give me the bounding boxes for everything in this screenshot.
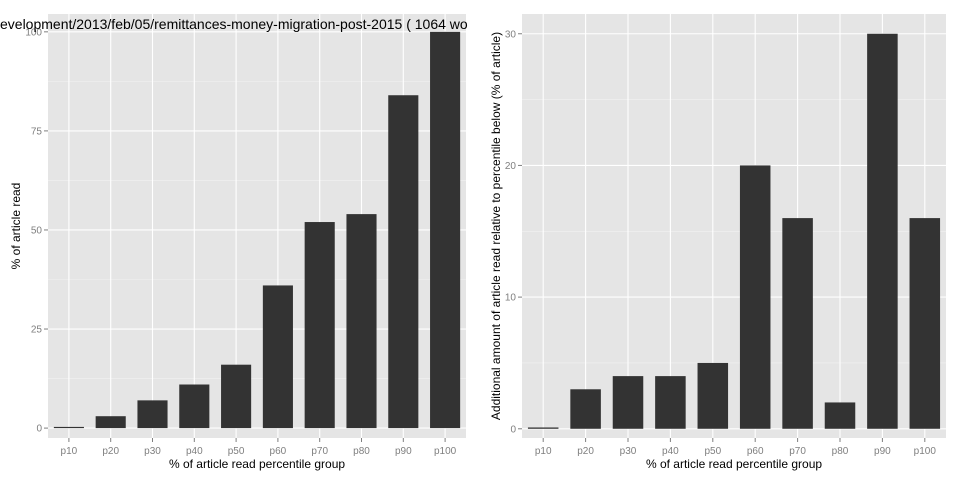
y-tick-label: 0 [510, 424, 516, 435]
bar-p100 [909, 218, 941, 429]
x-tick-label: p80 [832, 446, 849, 457]
x-tick-label: p50 [704, 446, 721, 457]
x-tick-label: p10 [535, 446, 552, 457]
x-tick-label: p10 [61, 446, 78, 457]
bar-p20 [570, 389, 601, 429]
x-tick-label: p60 [270, 446, 287, 457]
y-tick-label: 0 [36, 424, 42, 435]
x-tick-label: p60 [747, 446, 764, 457]
bar-p80 [824, 402, 856, 429]
bar-p30 [137, 400, 168, 429]
y-tick-label: 20 [505, 161, 517, 172]
chart-panel-1: 0 25 50 75 100 p10 p20 p30 p40 p50 p60 p70 p80 p90 p10… [0, 14, 468, 471]
x-axis-title: % of article read percentile group [646, 457, 822, 471]
bar-p10 [527, 427, 559, 429]
x-tick-label: p90 [395, 446, 412, 457]
y-tick-label: 100 [25, 27, 42, 38]
x-tick-label: p20 [577, 446, 594, 457]
x-tick-label: p30 [144, 446, 161, 457]
bar-p90 [867, 33, 898, 429]
bar-p20 [95, 416, 126, 429]
x-tick-label: p100 [914, 446, 937, 457]
y-tick-label: 25 [31, 325, 43, 336]
x-tick-label: p20 [102, 446, 119, 457]
x-tick-label: p90 [874, 446, 891, 457]
chart-panel-2: 0 10 20 30 p10 p20 p30 p40 p50 p60 p70 p80 p90 p100 % … [489, 14, 946, 471]
y-tick-label: 75 [31, 126, 43, 137]
x-tick-label: p40 [662, 446, 679, 457]
bar-p60 [262, 285, 293, 429]
chart-title: evelopment/2013/feb/05/remittances-money… [0, 16, 468, 32]
bar-p80 [346, 214, 377, 429]
x-tick-label: p70 [311, 446, 328, 457]
x-axis-title: % of article read percentile group [169, 457, 345, 471]
y-tick-label: 30 [505, 29, 517, 40]
bar-p50 [221, 364, 252, 429]
y-axis-title: Additional amount of article read relati… [489, 32, 503, 420]
bar-p60 [739, 165, 771, 429]
bar-p70 [304, 222, 335, 429]
bar-p40 [655, 376, 686, 429]
x-tick-label: p70 [789, 446, 806, 457]
y-axis-title: % of article read [9, 183, 23, 270]
x-tick-label: p30 [620, 446, 637, 457]
bar-p10 [53, 426, 84, 429]
y-tick-label: 50 [31, 225, 43, 236]
bar-p100 [430, 31, 461, 429]
x-tick-label: p50 [228, 446, 245, 457]
bar-p90 [388, 95, 419, 429]
bar-p50 [697, 362, 729, 429]
x-tick-label: p100 [434, 446, 457, 457]
bar-p40 [179, 384, 210, 429]
x-tick-label: p80 [353, 446, 370, 457]
y-tick-label: 10 [505, 293, 517, 304]
x-tick-label: p40 [186, 446, 203, 457]
bar-p30 [612, 376, 644, 429]
bar-p70 [782, 218, 813, 429]
